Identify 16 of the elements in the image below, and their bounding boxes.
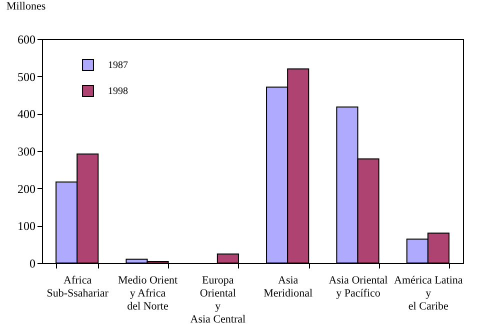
y-tick-label: 500: [18, 70, 36, 84]
y-tick-label: 300: [18, 144, 36, 158]
y-tick-label: 200: [18, 182, 36, 196]
y-axis-title: Millones: [6, 0, 46, 12]
legend-label: 1987: [108, 60, 128, 71]
x-tick-label: América Latina y el Caribe: [394, 274, 463, 312]
x-tick-label: Asia Oriental y Pacífico: [328, 274, 388, 300]
x-tick-label: Africa Sub-Ssahariar: [46, 274, 109, 300]
y-tick-label: 100: [18, 219, 36, 234]
y-tick-label: 600: [18, 32, 36, 46]
y-tick-label: 0: [30, 256, 36, 270]
y-tick-label: 400: [18, 107, 36, 122]
legend-label: 1998: [108, 86, 128, 97]
x-tick-label: Europa Oriental y Asia Central: [190, 274, 246, 326]
x-tick-label: Medio Orient y Africa del Norte: [118, 274, 178, 312]
x-tick-label: Asia Meridional: [264, 274, 313, 300]
